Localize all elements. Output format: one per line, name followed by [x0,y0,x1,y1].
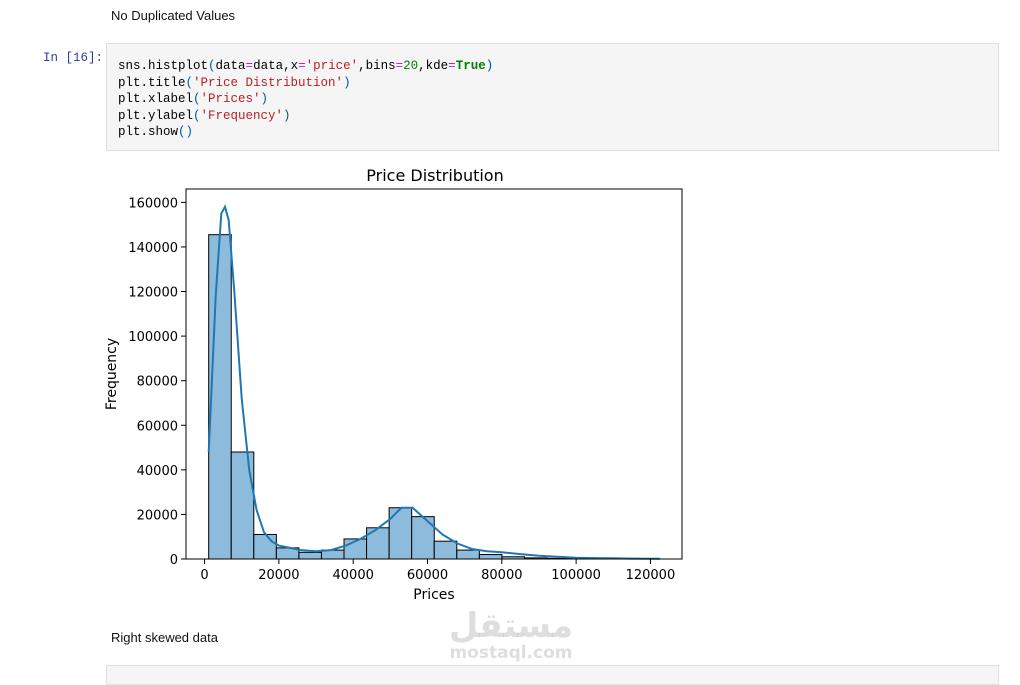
histogram-bar [434,541,457,559]
watermark: مستقل mostaql.com [446,608,576,662]
y-axis-label: Frequency [104,338,120,410]
watermark-arabic: مستقل [446,608,576,644]
output-text-right-skewed: Right skewed data [111,630,218,645]
x-axis-label: Prices [413,587,454,603]
histogram-bar [479,555,502,559]
output-text-no-duplicates: No Duplicated Values [111,8,235,23]
chart-figure: Price Distribution 0 20000 40000 60000 80000… [98,160,698,615]
x-tick-label: 20000 [258,568,299,583]
x-tick-label: 60000 [407,568,448,583]
y-tick-label: 60000 [137,419,178,434]
y-tick-label: 120000 [128,286,178,301]
x-tick-label: 80000 [481,568,522,583]
histogram-bar [231,452,254,559]
watermark-latin: mostaql.com [446,644,576,662]
plot-frame [186,189,682,559]
code-line-1: sns.histplot(data=data,x='price',bins=20… [118,59,493,73]
x-tick-label: 100000 [551,568,601,583]
code-line-5: plt.show() [118,125,193,139]
histogram-bar [457,550,480,559]
cell-prompt: In [16]: [43,51,103,65]
x-tick-label: 40000 [333,568,374,583]
y-tick-label: 0 [170,553,178,568]
histogram-chart: Price Distribution 0 20000 40000 60000 80000… [98,160,698,610]
code-line-4: plt.ylabel('Frequency') [118,109,291,123]
histogram-bar [254,534,277,559]
code-line-3: plt.xlabel('Prices') [118,92,268,106]
y-tick-label: 20000 [137,508,178,523]
next-code-cell[interactable] [106,665,999,685]
chart-title: Price Distribution [366,166,503,185]
x-tick-label: 0 [200,568,208,583]
kde-line [209,207,660,559]
code-editor[interactable]: sns.histplot(data=data,x='price',bins=20… [118,58,493,141]
y-tick-label: 160000 [128,196,178,211]
x-tick-label: 120000 [626,568,676,583]
y-tick-label: 40000 [137,464,178,479]
code-cell[interactable]: sns.histplot(data=data,x='price',bins=20… [106,43,999,151]
y-tick-label: 80000 [137,375,178,390]
histogram-bar [299,552,322,559]
y-tick-label: 100000 [128,330,178,345]
code-line-2: plt.title('Price Distribution') [118,76,351,90]
y-tick-label: 140000 [128,241,178,256]
